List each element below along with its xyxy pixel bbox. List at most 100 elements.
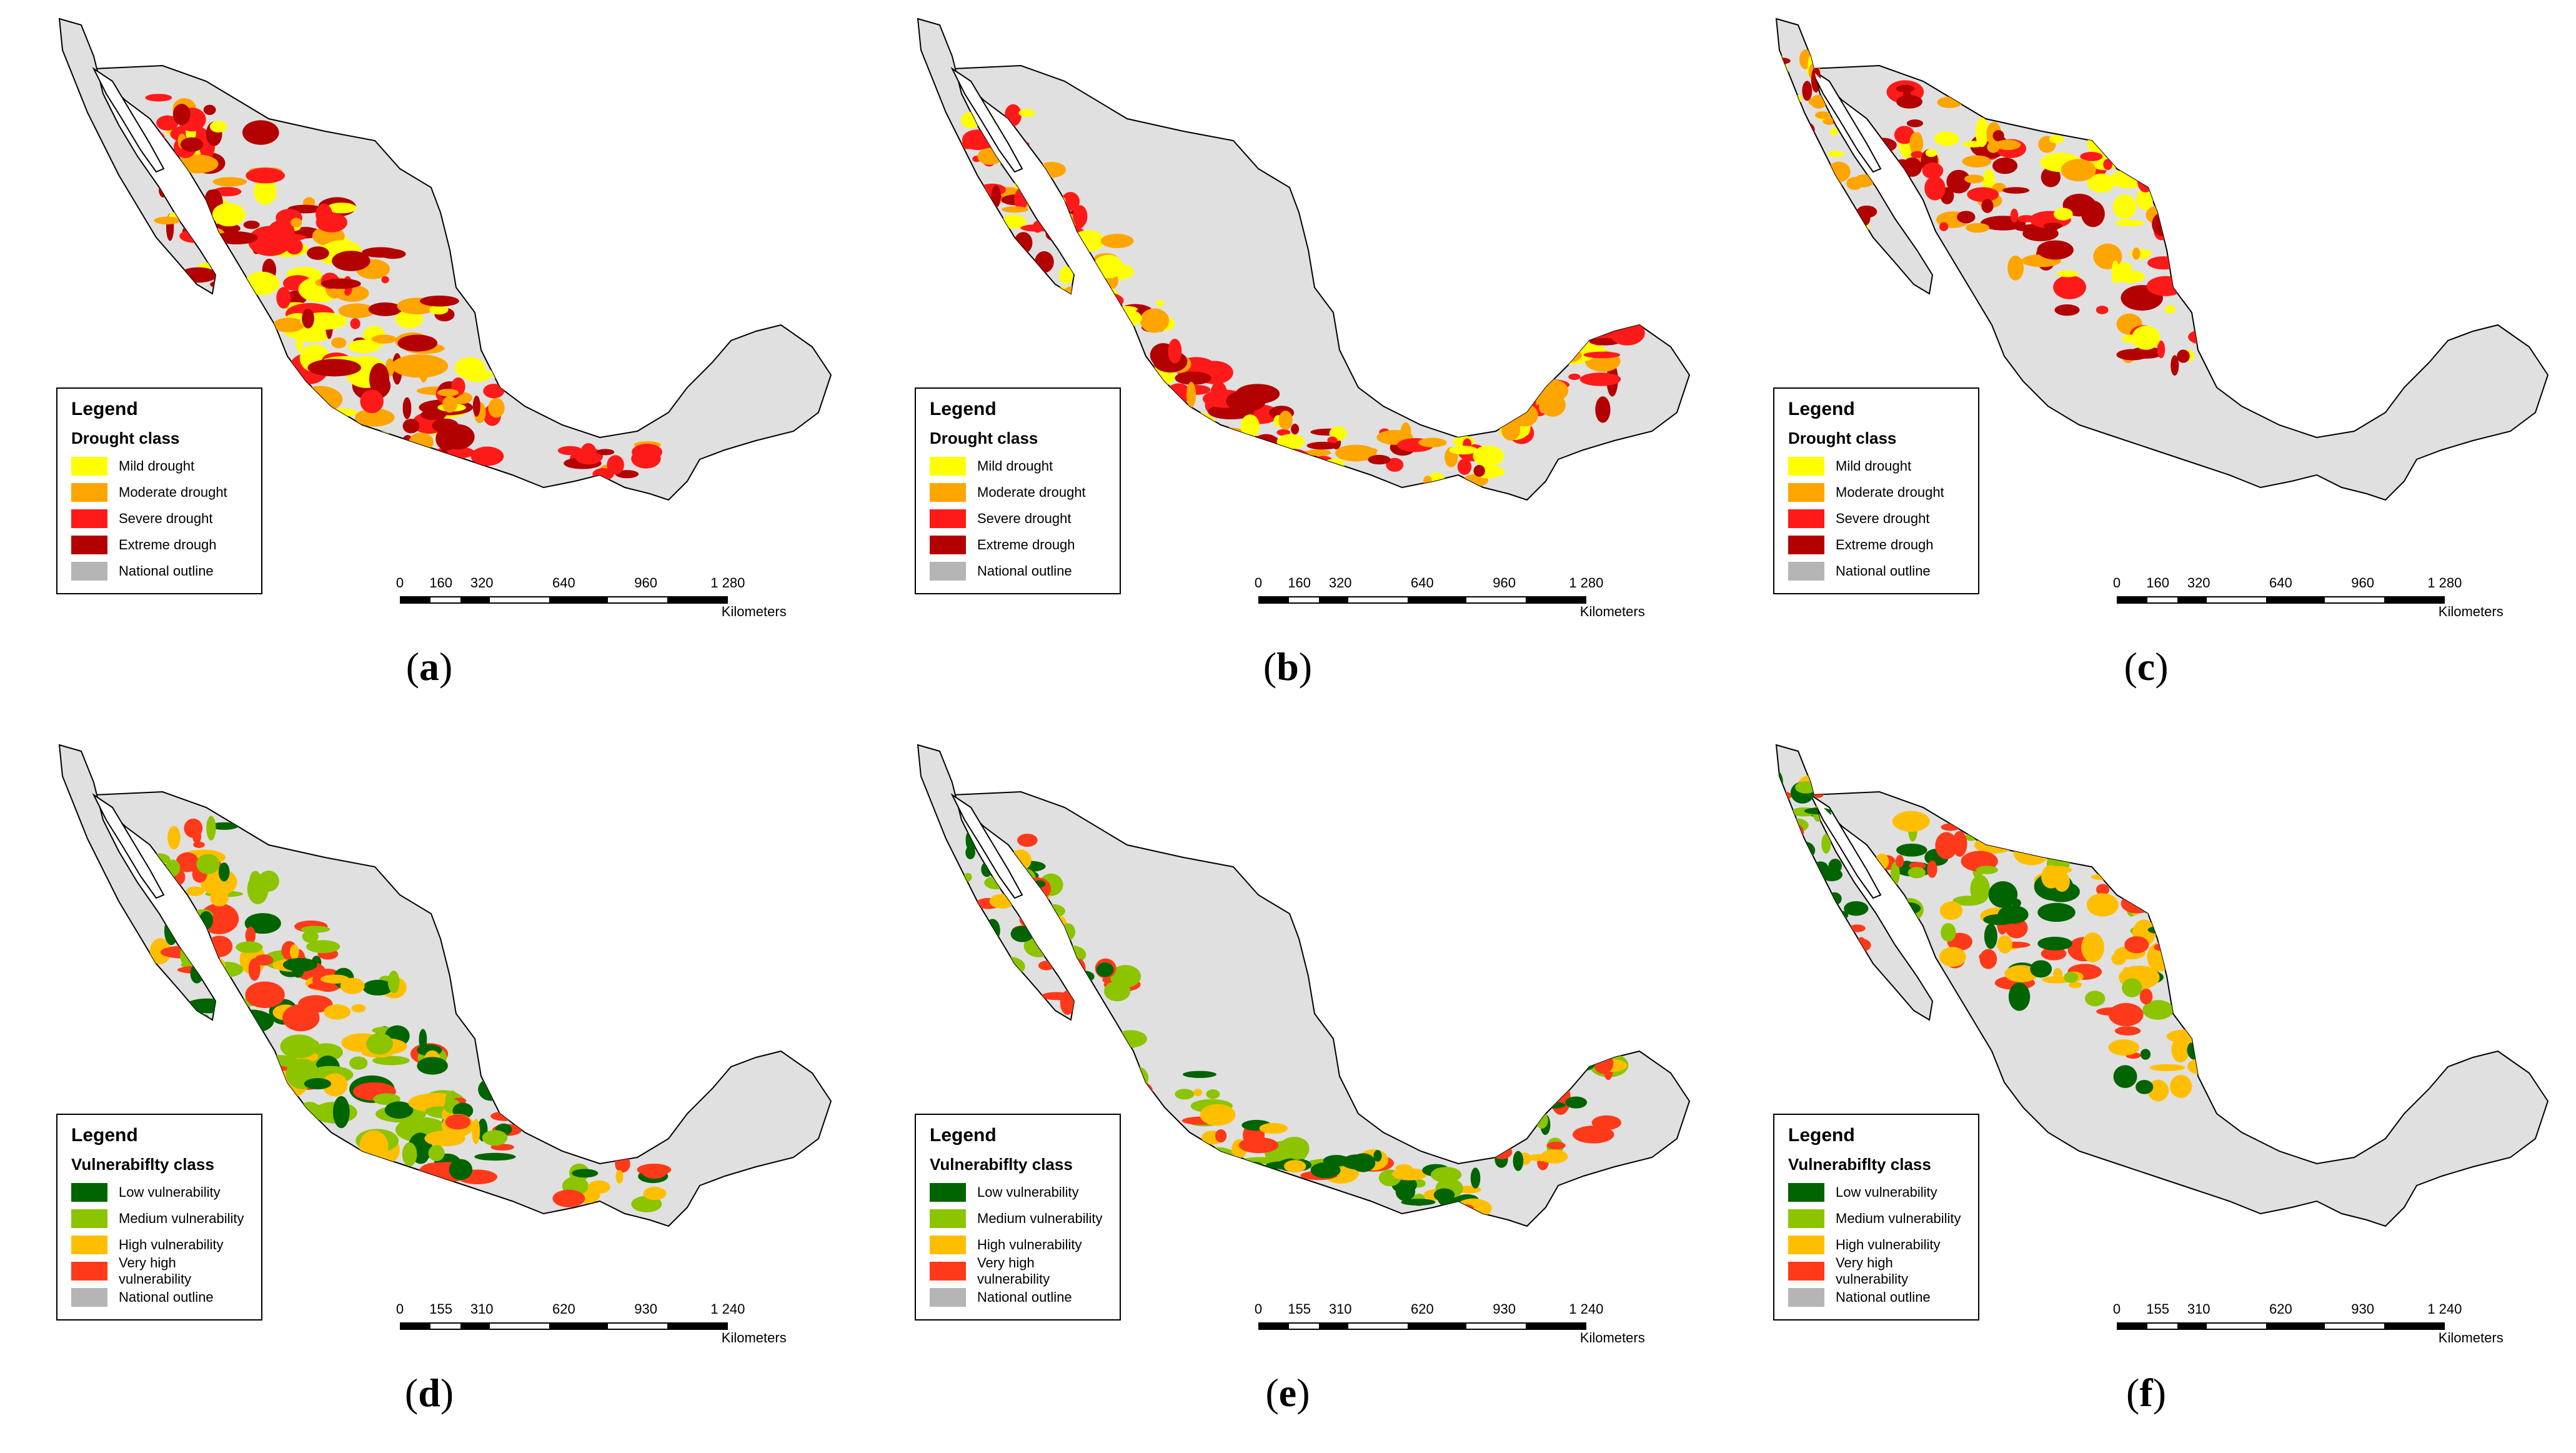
legend-swatch <box>930 562 966 581</box>
class-patch-mild <box>395 310 424 329</box>
legend-swatch <box>930 1288 966 1307</box>
class-patch-low <box>2187 1040 2206 1061</box>
scale-tick: 0 <box>395 575 404 591</box>
class-patch-high <box>1065 1042 1094 1062</box>
class-patch-severe <box>1939 222 1949 231</box>
legend-item: Severe drought <box>1788 506 1967 532</box>
class-patch-very-high <box>1591 1115 1621 1131</box>
scale-ticks: 0 155 310 620 930 1 240 <box>2113 1301 2467 1320</box>
class-patch-low <box>1250 1180 1263 1187</box>
scale-segment <box>2384 1324 2444 1329</box>
class-patch-mild <box>1173 412 1216 434</box>
legend-label: Extreme drough <box>977 537 1075 552</box>
class-patch-very-high <box>2108 1002 2144 1027</box>
class-patch-extreme <box>397 334 438 352</box>
map-panel-c: Legend Drought class Mild drought Modera… <box>1717 0 2575 726</box>
legend-label: National outline <box>119 1289 214 1305</box>
class-patch-very-high <box>615 1155 630 1173</box>
class-patch-mild <box>2111 260 2120 284</box>
scale-segment <box>1318 597 1349 602</box>
class-patch-mild <box>249 329 266 342</box>
scale-segment <box>1348 1324 1408 1329</box>
class-patch-mild <box>209 121 227 133</box>
class-patch-extreme <box>1819 201 1838 223</box>
class-patch-low <box>190 964 204 984</box>
class-patch-medium <box>1179 1152 1195 1173</box>
class-patch-high <box>186 886 205 896</box>
class-patch-high <box>1823 945 1833 962</box>
class-patch-low <box>282 957 317 972</box>
class-patch-low <box>1188 1149 1208 1165</box>
class-patch-mild <box>2177 167 2197 179</box>
class-patch-moderate <box>1827 161 1851 182</box>
class-patch-low <box>2051 853 2085 860</box>
class-patch-mild <box>1473 445 1504 467</box>
scale-ticks: 0 160 320 640 960 1 280 <box>1255 575 1608 594</box>
scale-segment <box>608 597 668 602</box>
scale-segment <box>1260 597 1290 602</box>
class-patch-medium <box>1025 881 1033 896</box>
legend-item: Low vulnerability <box>71 1179 250 1206</box>
class-patch-medium <box>1976 866 1998 874</box>
class-patch-moderate <box>419 357 429 383</box>
class-patch-severe <box>1276 449 1310 466</box>
class-patch-moderate <box>338 303 375 319</box>
legend-item: High vulnerability <box>930 1232 1108 1258</box>
class-patch-high <box>1479 1131 1508 1140</box>
class-patch-high <box>1200 1104 1236 1126</box>
class-patch-low <box>1971 816 1996 844</box>
class-patch-severe <box>1500 386 1516 404</box>
class-patch-low <box>985 919 1000 942</box>
scale-bar-graphic <box>1258 596 1586 604</box>
class-patch-low <box>218 999 231 1021</box>
scale-segment <box>2118 597 2148 602</box>
mainland-outline <box>1809 64 2549 501</box>
class-patch-high <box>2170 1074 2192 1098</box>
class-patch-extreme <box>332 251 370 271</box>
class-patch-mild <box>490 357 509 380</box>
class-patch-severe <box>2103 159 2112 171</box>
scale-bar-graphic <box>2117 1322 2445 1330</box>
class-patch-high <box>472 1119 480 1144</box>
class-patch-high <box>351 1004 366 1013</box>
class-patch-high <box>2111 952 2127 966</box>
mexico-map <box>1775 744 2549 1227</box>
class-patch-medium <box>2186 982 2210 997</box>
class-patch-moderate <box>1962 155 1992 167</box>
class-patch-moderate <box>1814 192 1827 210</box>
scale-unit: Kilometers <box>1579 604 1645 619</box>
caption-letter: c <box>2137 644 2156 689</box>
class-patch-extreme <box>180 137 204 152</box>
class-patch-moderate <box>154 216 181 225</box>
class-patch-low <box>1565 1096 1588 1109</box>
class-patch-severe <box>1583 351 1621 359</box>
class-patch-high <box>1901 907 1911 916</box>
class-patch-extreme <box>249 320 270 340</box>
legend-swatch <box>1788 457 1824 476</box>
legend-label: Medium vulnerability <box>119 1211 244 1226</box>
scale-bar: 0 155 310 620 930 1 240 Kilometers <box>1255 1301 1671 1357</box>
legend-title: Legend <box>930 399 997 419</box>
class-patch-severe <box>1386 457 1404 472</box>
legend-item: Severe drought <box>930 506 1108 532</box>
class-patch-severe <box>1894 126 1915 144</box>
class-patch-moderate <box>1248 448 1276 461</box>
class-patch-extreme <box>1894 159 1911 171</box>
scale-bar: 0 155 310 620 930 1 240 Kilometers <box>2113 1301 2529 1357</box>
legend-label: Mild drought <box>1836 458 1912 474</box>
class-patch-high <box>1838 922 1850 942</box>
scale-segment <box>1289 597 1319 602</box>
class-patch-high <box>1506 1091 1522 1126</box>
scale-bar-graphic <box>1258 1322 1586 1330</box>
class-patch-low <box>1125 1116 1166 1133</box>
class-patch-medium <box>366 1033 393 1055</box>
scale-unit: Kilometers <box>1579 1330 1645 1346</box>
class-patch-severe <box>2189 264 2204 276</box>
caption-letter: b <box>1276 644 1299 689</box>
class-patch-high <box>162 909 186 920</box>
class-patch-very-high <box>246 1054 259 1078</box>
class-patch-very-high <box>1927 860 1937 878</box>
legend-label: National outline <box>977 1289 1072 1305</box>
scale-unit: Kilometers <box>721 1330 787 1346</box>
class-patch-severe <box>2197 219 2225 234</box>
